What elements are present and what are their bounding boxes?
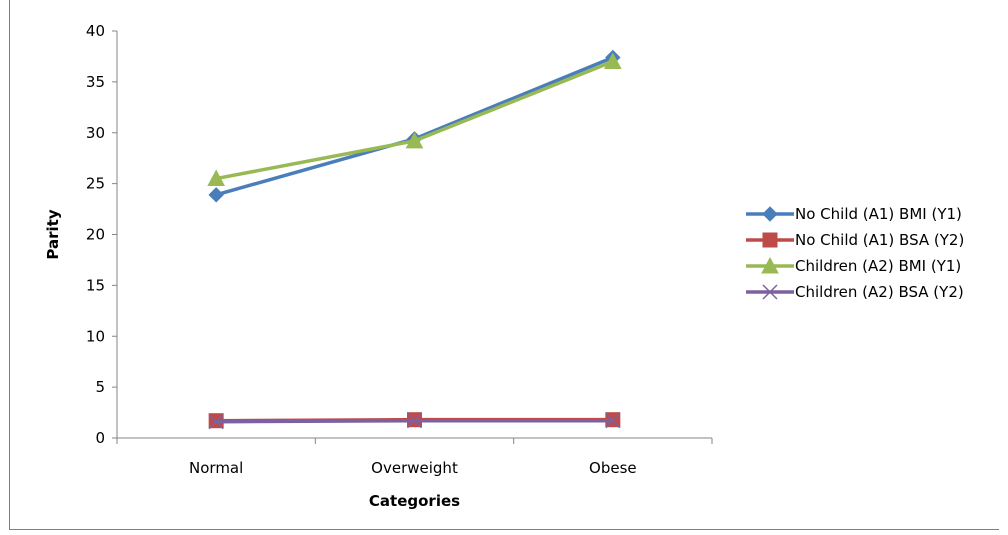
- y-tick-label: 30: [86, 124, 105, 142]
- y-tick-label: 5: [95, 378, 105, 396]
- data-point-diamond: [208, 187, 224, 203]
- y-tick-label: 15: [86, 276, 105, 294]
- x-ticks: Normal Overweight Obese: [116, 438, 713, 477]
- legend-marker-triangle: [761, 256, 779, 274]
- legend-item: Children (A2) BMI (Y1): [746, 256, 961, 275]
- series-3: [207, 52, 622, 187]
- legend-label: Children (A2) BMI (Y1): [795, 257, 961, 275]
- data-point-triangle: [603, 52, 622, 70]
- y-axis-title: Parity: [44, 209, 62, 259]
- series-1: [208, 49, 621, 203]
- series-layer: [207, 49, 622, 430]
- y-tick-label: 25: [86, 175, 105, 193]
- x-tick-label: Obese: [589, 459, 637, 477]
- y-tick-label: 40: [86, 22, 105, 40]
- legend-marker-square: [762, 232, 778, 248]
- x-tick-label: Normal: [189, 459, 243, 477]
- y-tick-label: 0: [95, 429, 105, 447]
- legend: No Child (A1) BMI (Y1) No Child (A1) BSA …: [746, 205, 964, 301]
- legend-item: No Child (A1) BMI (Y1): [746, 205, 962, 223]
- data-point-x: [406, 413, 423, 429]
- y-tick-label: 20: [86, 226, 105, 244]
- legend-item: No Child (A1) BSA (Y2): [746, 231, 964, 249]
- series-4: [208, 413, 621, 430]
- data-point-x: [605, 413, 621, 429]
- legend-item: Children (A2) BSA (Y2): [746, 283, 964, 301]
- legend-label: No Child (A1) BMI (Y1): [795, 205, 962, 223]
- series-line: [215, 59, 614, 181]
- x-tick-label: Overweight: [371, 459, 458, 477]
- series-line: [215, 55, 614, 197]
- x-axis-title: Categories: [369, 492, 460, 510]
- chart-frame: [9, 0, 999, 530]
- axes: [116, 31, 712, 439]
- legend-marker-x: [762, 284, 778, 300]
- legend-marker-diamond: [762, 206, 778, 222]
- data-point-triangle: [405, 131, 424, 149]
- data-point-triangle: [207, 169, 226, 187]
- y-tick-label: 35: [86, 73, 105, 91]
- y-ticks: 0 5 10 15 20 25 30 35 40: [86, 22, 117, 447]
- legend-label: Children (A2) BSA (Y2): [795, 283, 964, 301]
- y-tick-label: 10: [86, 327, 105, 345]
- data-point-x: [208, 414, 224, 430]
- legend-label: No Child (A1) BSA (Y2): [795, 231, 964, 249]
